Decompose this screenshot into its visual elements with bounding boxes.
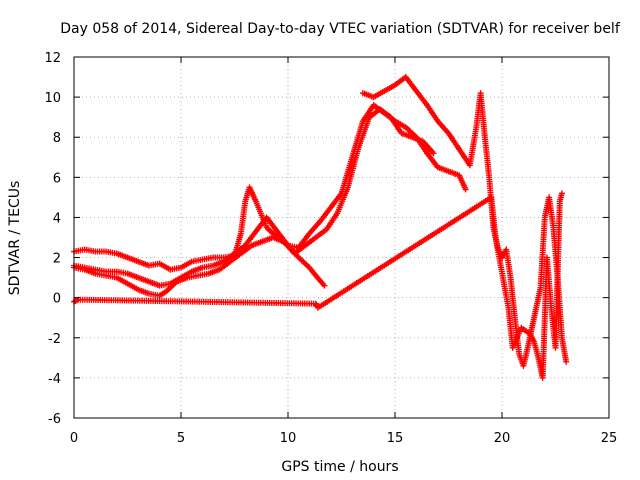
- y-tick-label: 2: [53, 252, 61, 267]
- x-tick-label: 20: [494, 431, 511, 446]
- y-tick-label: 10: [44, 91, 61, 106]
- x-tick-label: 5: [177, 431, 185, 446]
- x-tick-label: 0: [70, 431, 78, 446]
- y-tick-label: 0: [53, 292, 61, 307]
- x-tick-label: 15: [387, 431, 404, 446]
- x-tick-label: 25: [601, 431, 618, 446]
- y-axis-label: SDTVAR / TECUs: [7, 181, 23, 296]
- series-0: [71, 184, 328, 289]
- data-point: [321, 282, 328, 289]
- series-4: [71, 190, 565, 381]
- data-point: [558, 190, 565, 197]
- data-point: [462, 186, 469, 193]
- y-tick-label: 6: [53, 171, 61, 186]
- y-tick-label: 8: [53, 131, 61, 146]
- x-axis-label: GPS time / hours: [281, 459, 398, 475]
- plot-frame: [73, 56, 610, 419]
- y-tick-label: -4: [48, 372, 61, 387]
- data-point: [563, 358, 570, 365]
- x-tick-label: 10: [280, 431, 297, 446]
- data-point: [430, 150, 437, 157]
- y-tick-label: 12: [44, 51, 61, 66]
- axis-ticks: 0 5 10 15 20 25 -6 -4 -2 0 2 4 6 8 10 12: [44, 51, 617, 446]
- y-tick-label: 4: [53, 211, 61, 226]
- data-points: [71, 74, 570, 381]
- grid-lines: [74, 57, 609, 418]
- y-tick-label: -6: [48, 412, 61, 427]
- series-2: [71, 106, 437, 299]
- y-tick-label: -2: [48, 332, 61, 347]
- chart-title: Day 058 of 2014, Sidereal Day-to-day VTE…: [60, 21, 621, 37]
